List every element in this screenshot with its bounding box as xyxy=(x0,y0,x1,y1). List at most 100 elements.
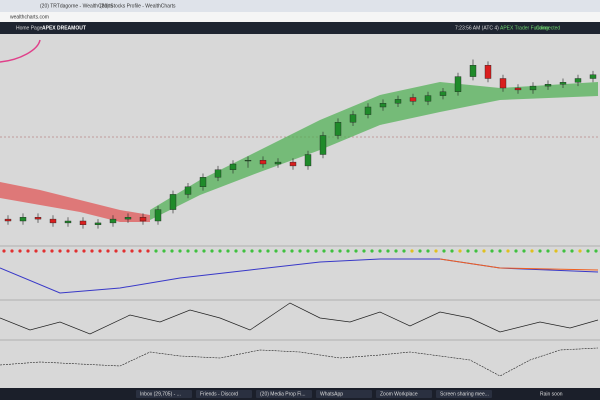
signal-dot xyxy=(66,249,70,253)
signal-dot xyxy=(170,249,174,253)
candle-body xyxy=(199,177,207,188)
signal-dot xyxy=(162,249,166,253)
candle-body xyxy=(79,220,87,225)
signal-dot xyxy=(42,249,46,253)
signal-dot xyxy=(242,249,246,253)
taskbar-button[interactable] xyxy=(256,390,312,398)
signal-dot xyxy=(274,249,278,253)
candle-body xyxy=(214,169,222,178)
candle-body xyxy=(379,102,387,108)
signal-dot xyxy=(130,249,134,253)
candle-body xyxy=(139,216,147,222)
signal-dot xyxy=(114,249,118,253)
signal-dot xyxy=(554,249,558,253)
app-tab[interactable]: Home Page xyxy=(16,25,43,31)
signal-dot xyxy=(426,249,430,253)
candle-body xyxy=(274,161,282,165)
candle-body xyxy=(544,83,552,87)
signal-dot xyxy=(18,249,22,253)
signal-dot xyxy=(258,249,262,253)
signal-dot xyxy=(330,249,334,253)
candle-body xyxy=(154,209,162,222)
taskbar-button[interactable] xyxy=(376,390,432,398)
candle-body xyxy=(244,159,252,162)
signal-dot xyxy=(2,249,6,253)
candle-body xyxy=(259,159,267,165)
clock: 7:23:56 AM (ATC 4) xyxy=(455,25,499,31)
taskbar-button[interactable] xyxy=(316,390,372,398)
signal-dot xyxy=(546,249,550,253)
signal-dot xyxy=(26,249,30,253)
signal-dot xyxy=(290,249,294,253)
candle-body xyxy=(394,99,402,104)
signal-dot xyxy=(306,249,310,253)
url[interactable]: wealthcharts.com xyxy=(10,14,49,20)
signal-dot xyxy=(106,249,110,253)
taskbar-label[interactable]: Inbox (29,705) - ... xyxy=(140,391,181,397)
signal-dot xyxy=(450,249,454,253)
candle-body xyxy=(304,154,312,167)
candle-body xyxy=(289,161,297,167)
signal-dot xyxy=(34,249,38,253)
signal-dot xyxy=(354,249,358,253)
candle-body xyxy=(559,82,567,85)
candle-body xyxy=(124,216,132,220)
oscillator-line xyxy=(0,347,599,377)
signal-dot xyxy=(538,249,542,253)
indicator-line xyxy=(439,258,599,271)
signal-dot xyxy=(250,249,254,253)
signal-dot xyxy=(562,249,566,253)
signal-dot xyxy=(482,249,486,253)
signal-dot xyxy=(226,249,230,253)
signal-dot xyxy=(178,249,182,253)
signal-dot xyxy=(378,249,382,253)
browser-tab[interactable]: (20) Stocks Profile - WealthCharts xyxy=(100,3,176,9)
candle-body xyxy=(4,218,12,222)
signal-dot xyxy=(82,249,86,253)
taskbar-label[interactable]: Zoom Workplace xyxy=(380,391,418,397)
candle-body xyxy=(409,97,417,102)
taskbar-label[interactable]: (20) Media Prop Fi... xyxy=(260,391,306,397)
candle-body xyxy=(184,186,192,195)
taskbar-label[interactable]: Screen sharing mee... xyxy=(440,391,489,397)
signal-dot xyxy=(282,249,286,253)
signal-dot xyxy=(402,249,406,253)
annotation-circle xyxy=(0,39,41,63)
browser-tab[interactable]: (20) TRTdagorne - WealthCharts xyxy=(40,3,113,9)
taskbar-label[interactable]: WhatsApp xyxy=(320,391,343,397)
signal-dot xyxy=(194,249,198,253)
signal-dot xyxy=(442,249,446,253)
taskbar-button[interactable] xyxy=(196,390,252,398)
candle-body xyxy=(589,74,597,79)
taskbar-button[interactable] xyxy=(436,390,492,398)
app-tab[interactable]: APEX DREAMOUT xyxy=(42,25,86,31)
signal-dot xyxy=(410,249,414,253)
cloud-green xyxy=(150,82,598,220)
signal-dot xyxy=(386,249,390,253)
candle-body xyxy=(34,216,42,220)
account[interactable]: APEX Trader Funding xyxy=(500,25,549,31)
signal-dot xyxy=(346,249,350,253)
signal-dot xyxy=(466,249,470,253)
signal-dot xyxy=(498,249,502,253)
signal-dot xyxy=(210,249,214,253)
signal-dot xyxy=(322,249,326,253)
taskbar-button[interactable] xyxy=(136,390,192,398)
signal-dot xyxy=(434,249,438,253)
signal-dot xyxy=(578,249,582,253)
candle-body xyxy=(499,78,507,89)
oscillator-line xyxy=(0,302,599,335)
signal-dot xyxy=(50,249,54,253)
candle-body xyxy=(94,222,102,225)
signal-dot xyxy=(138,249,142,253)
signal-dot xyxy=(458,249,462,253)
taskbar-label[interactable]: Friends - Discord xyxy=(200,391,238,397)
candle-body xyxy=(64,220,72,224)
signal-dot xyxy=(522,249,526,253)
candle-body xyxy=(469,64,477,77)
signal-dot xyxy=(154,249,158,253)
signal-dot xyxy=(370,249,374,253)
signal-dot xyxy=(10,249,14,253)
candle-body xyxy=(529,85,537,91)
signal-dot xyxy=(298,249,302,253)
